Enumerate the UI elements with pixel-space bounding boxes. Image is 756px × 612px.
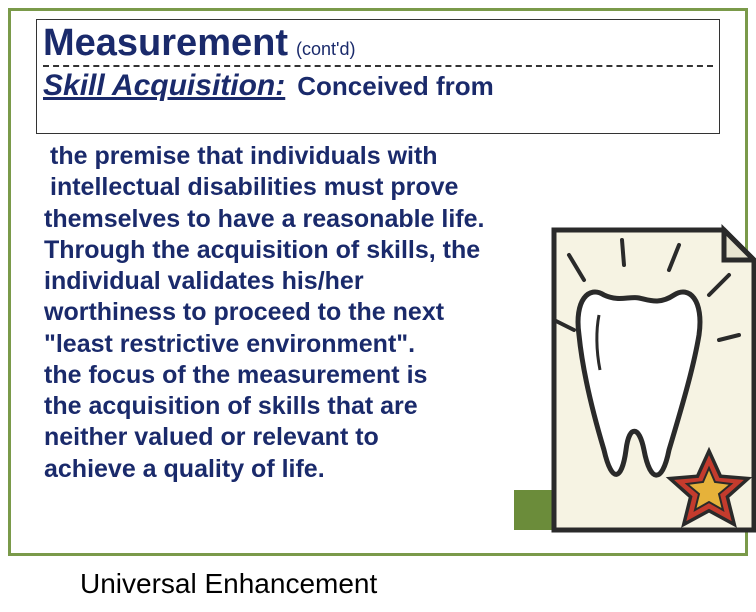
subtitle-label: Skill Acquisition: xyxy=(43,69,285,103)
body-line: intellectual disabilities must prove xyxy=(50,172,720,203)
title-main: Measurement xyxy=(43,22,288,65)
subtitle-start: Conceived from xyxy=(297,71,494,102)
title-divider xyxy=(43,65,713,67)
title-row: Measurement (cont'd) xyxy=(37,20,719,65)
tooth-certificate-illustration xyxy=(504,200,756,560)
subtitle-row: Skill Acquisition: Conceived from xyxy=(37,69,719,103)
title-box: Measurement (cont'd) Skill Acquisition: … xyxy=(36,19,720,134)
body-line: the premise that individuals with xyxy=(50,141,720,172)
footer-text: Universal Enhancement xyxy=(80,568,377,600)
title-cont: (cont'd) xyxy=(296,39,355,60)
